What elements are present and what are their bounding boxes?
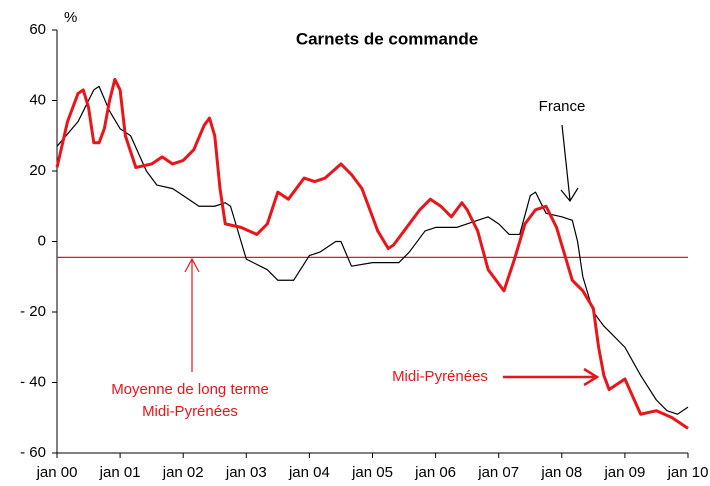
annotation: Midi-Pyrénées (392, 368, 488, 385)
y-tick-label: 0 (38, 232, 46, 249)
y-tick-label: 20 (29, 162, 46, 179)
x-tick-label: jan 08 (540, 464, 582, 481)
x-tick-label: jan 02 (162, 464, 204, 481)
y-tick-label: - 40 (20, 373, 46, 390)
y-tick-label: 60 (29, 21, 46, 38)
x-tick-label: jan 03 (225, 464, 267, 481)
chart-title: Carnets de commande (296, 29, 478, 48)
annotation: Midi-Pyrénées (142, 403, 238, 420)
x-tick-label: jan 07 (477, 464, 519, 481)
y-tick-label: - 20 (20, 303, 46, 320)
series-line (56, 85, 689, 415)
y-tick-label: - 60 (20, 444, 46, 461)
x-tick-label: jan 06 (414, 464, 456, 481)
x-tick-label: jan 05 (351, 464, 393, 481)
series-line (55, 77, 689, 430)
arrow (560, 124, 579, 203)
arrow (503, 367, 600, 387)
y-axis-label: % (64, 9, 77, 26)
arrows (184, 124, 600, 387)
x-tick-label: jan 09 (603, 464, 645, 481)
x-tick-label: jan 04 (288, 464, 330, 481)
annotation: France (539, 98, 586, 115)
x-tick-label: jan 10 (667, 464, 709, 481)
x-tick-label: jan 00 (36, 464, 78, 481)
y-tick-label: 40 (29, 91, 46, 108)
arrow (184, 257, 200, 372)
annotation: Moyenne de long terme (111, 381, 269, 398)
x-tick-label: jan 01 (99, 464, 141, 481)
